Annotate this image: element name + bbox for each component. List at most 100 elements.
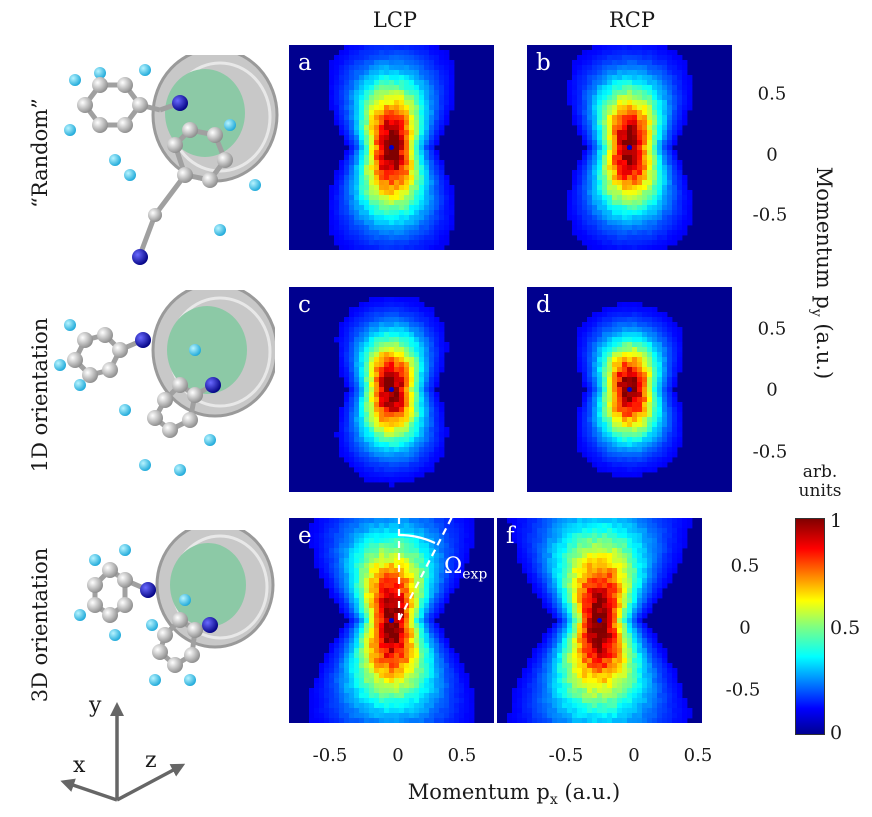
heatmap-cell: [414, 422, 420, 428]
heatmap-cell: [597, 150, 603, 156]
heatmap-cell: [552, 543, 558, 549]
heatmap-cell: [582, 518, 588, 524]
heatmap-cell: [409, 407, 415, 413]
heatmap-cell: [419, 352, 425, 358]
heatmap-cell: [572, 548, 578, 554]
heatmap-cell: [424, 230, 430, 236]
heatmap-cell: [547, 633, 553, 639]
heatmap-cell: [359, 668, 365, 674]
heatmap-cell: [657, 457, 663, 463]
heatmap-cell: [552, 533, 558, 539]
heatmap-cell: [384, 688, 390, 694]
heatmap-cell: [424, 623, 430, 629]
heatmap-cell: [319, 543, 325, 549]
heatmap-cell: [424, 518, 430, 524]
heatmap-cell: [339, 688, 345, 694]
heatmap-cell: [444, 190, 450, 196]
heatmap-cell: [677, 160, 683, 166]
heatmap-cell: [349, 528, 355, 534]
heatmap-cell: [384, 593, 390, 599]
heatmap-cell: [374, 417, 380, 423]
heatmap-cell: [414, 457, 420, 463]
heatmap-cell: [582, 382, 588, 388]
heatmap-cell: [324, 683, 330, 689]
heatmap-cell: [354, 688, 360, 694]
heatmap-cell: [349, 50, 355, 56]
heatmap-cell: [642, 210, 648, 216]
heatmap-cell: [527, 563, 533, 569]
heatmap-cell: [607, 397, 613, 403]
heatmap-cell: [667, 115, 673, 121]
heatmap-cell: [637, 337, 643, 343]
heatmap-cell: [424, 95, 430, 101]
heatmap-cell: [419, 317, 425, 323]
heatmap-cell: [419, 322, 425, 328]
heatmap-cell: [369, 442, 375, 448]
heatmap-cell: [617, 115, 623, 121]
heatmap-cell: [682, 85, 688, 91]
heatmap-cell: [354, 578, 360, 584]
heatmap-cell: [364, 452, 370, 458]
heatmap-cell: [389, 573, 395, 579]
heatmap-cell: [409, 708, 415, 714]
heatmap-cell: [364, 347, 370, 353]
heatmap-cell: [557, 583, 563, 589]
heatmap-cell: [374, 342, 380, 348]
heatmap-cell: [374, 558, 380, 564]
heatmap-cell: [542, 688, 548, 694]
heatmap-cell: [414, 402, 420, 408]
heatmap-cell: [439, 190, 445, 196]
heatmap-cell: [399, 432, 405, 438]
heatmap-cell: [632, 322, 638, 328]
heatmap-cell: [439, 210, 445, 216]
heatmap-cell: [399, 382, 405, 388]
heatmap-cell: [602, 432, 608, 438]
heatmap-cell: [384, 85, 390, 91]
heatmap-cell: [434, 205, 440, 211]
heatmap-cell: [527, 718, 533, 723]
heatmap-cell: [454, 663, 460, 669]
heatmap-cell: [612, 327, 618, 333]
heatmap-cell: [369, 145, 375, 151]
heatmap-cell: [567, 688, 573, 694]
heatmap-cell: [652, 125, 658, 131]
heatmap-cell: [419, 668, 425, 674]
heatmap-cell: [577, 703, 583, 709]
heatmap-cell: [527, 528, 533, 534]
heatmap-cell: [384, 568, 390, 574]
heatmap-cell: [429, 210, 435, 216]
heatmap-cell: [667, 205, 673, 211]
heatmap-cell: [364, 412, 370, 418]
heatmap-cell: [444, 708, 450, 714]
heatmap-cell: [379, 392, 385, 398]
heatmap-cell: [562, 558, 568, 564]
heatmap-cell: [334, 563, 340, 569]
heatmap-cell: [334, 533, 340, 539]
heatmap-cell: [592, 392, 598, 398]
heatmap-cell: [592, 347, 598, 353]
heatmap-cell: [414, 170, 420, 176]
heatmap-cell: [454, 553, 460, 559]
heatmap-cell: [627, 185, 633, 191]
heatmap-cell: [414, 553, 420, 559]
heatmap-cell: [537, 528, 543, 534]
heatmap-cell: [572, 200, 578, 206]
heatmap-cell: [547, 543, 553, 549]
heatmap-cell: [394, 312, 400, 318]
heatmap-cell: [349, 683, 355, 689]
heatmap-cell: [444, 100, 450, 106]
heatmap-cell: [329, 75, 335, 81]
heatmap-cell: [389, 110, 395, 116]
heatmap-cell: [612, 332, 618, 338]
heatmap-cell: [419, 518, 425, 524]
heatmap-cell: [324, 558, 330, 564]
heatmap-cell: [384, 633, 390, 639]
heatmap-cell: [424, 568, 430, 574]
heatmap-cell: [384, 195, 390, 201]
heatmap-cell: [582, 668, 588, 674]
heatmap-cell: [572, 65, 578, 71]
heatmap-cell: [647, 432, 653, 438]
heatmap-cell: [652, 190, 658, 196]
heatmap-cell: [384, 543, 390, 549]
heatmap-cell: [627, 367, 633, 373]
